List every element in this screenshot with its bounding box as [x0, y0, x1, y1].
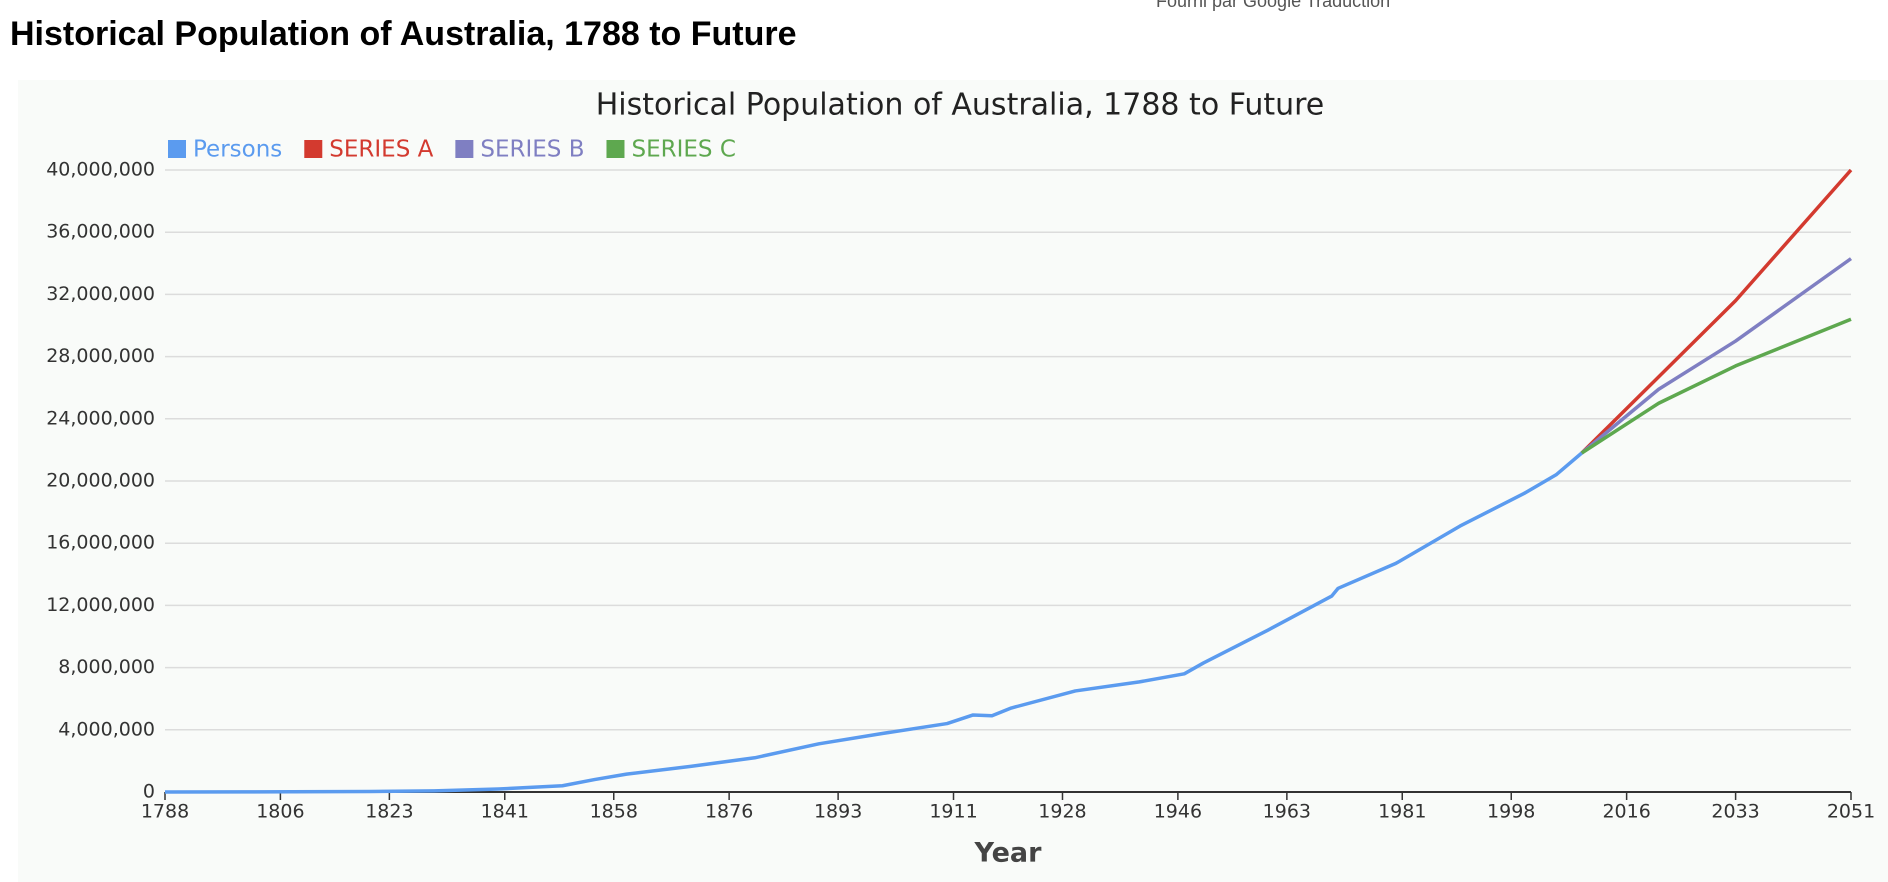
y-tick-label: 40,000,000 [46, 159, 155, 181]
y-tick-label: 24,000,000 [46, 407, 155, 429]
x-tick-label: 1998 [1487, 801, 1535, 823]
x-tick-label: 1788 [141, 801, 189, 823]
legend-label: Persons [193, 137, 282, 163]
chart-title: Historical Population of Australia, 1788… [596, 88, 1325, 123]
x-tick-label: 1893 [814, 801, 862, 823]
page-heading: Historical Population of Australia, 1788… [10, 15, 797, 53]
y-tick-label: 28,000,000 [46, 345, 155, 367]
series-line [164, 451, 1583, 794]
legend-label: SERIES C [631, 137, 735, 163]
x-tick-label: 2051 [1827, 801, 1875, 823]
legend-swatch [455, 140, 474, 158]
y-tick-label: 36,000,000 [46, 221, 155, 243]
x-tick-label: 1911 [929, 801, 977, 823]
x-tick-label: 1823 [365, 801, 413, 823]
x-tick-label: 1876 [705, 801, 753, 823]
y-tick-label: 16,000,000 [46, 532, 155, 554]
y-tick-label: 0 [143, 781, 155, 803]
x-tick-label: 1963 [1263, 801, 1311, 823]
y-tick-label: 12,000,000 [46, 594, 155, 616]
y-tick-label: 32,000,000 [46, 283, 155, 305]
series-line [1580, 168, 1853, 455]
x-tick-label: 1858 [590, 801, 638, 823]
x-axis-label: Year [974, 838, 1043, 869]
y-tick-label: 20,000,000 [46, 470, 155, 492]
x-tick-label: 1928 [1038, 801, 1086, 823]
chart: Historical Population of Australia, 1788… [46, 88, 1875, 869]
x-tick-label: 1946 [1154, 801, 1202, 823]
legend-label: SERIES B [480, 137, 584, 163]
legend-label: SERIES A [329, 137, 433, 163]
legend-swatch [606, 140, 625, 158]
y-tick-label: 8,000,000 [58, 656, 155, 678]
translate-note[interactable]: Fourni par Google Traduction [1156, 0, 1390, 11]
legend-swatch [304, 140, 323, 158]
y-tick-label: 4,000,000 [58, 718, 155, 740]
x-tick-label: 1841 [481, 801, 529, 823]
series-line [1580, 257, 1853, 455]
legend-swatch [168, 140, 186, 158]
x-tick-label: 1981 [1378, 801, 1426, 823]
x-tick-label: 1806 [256, 801, 304, 823]
series-line [1580, 317, 1852, 455]
x-tick-label: 2033 [1711, 801, 1759, 823]
x-tick-label: 2016 [1602, 801, 1650, 823]
